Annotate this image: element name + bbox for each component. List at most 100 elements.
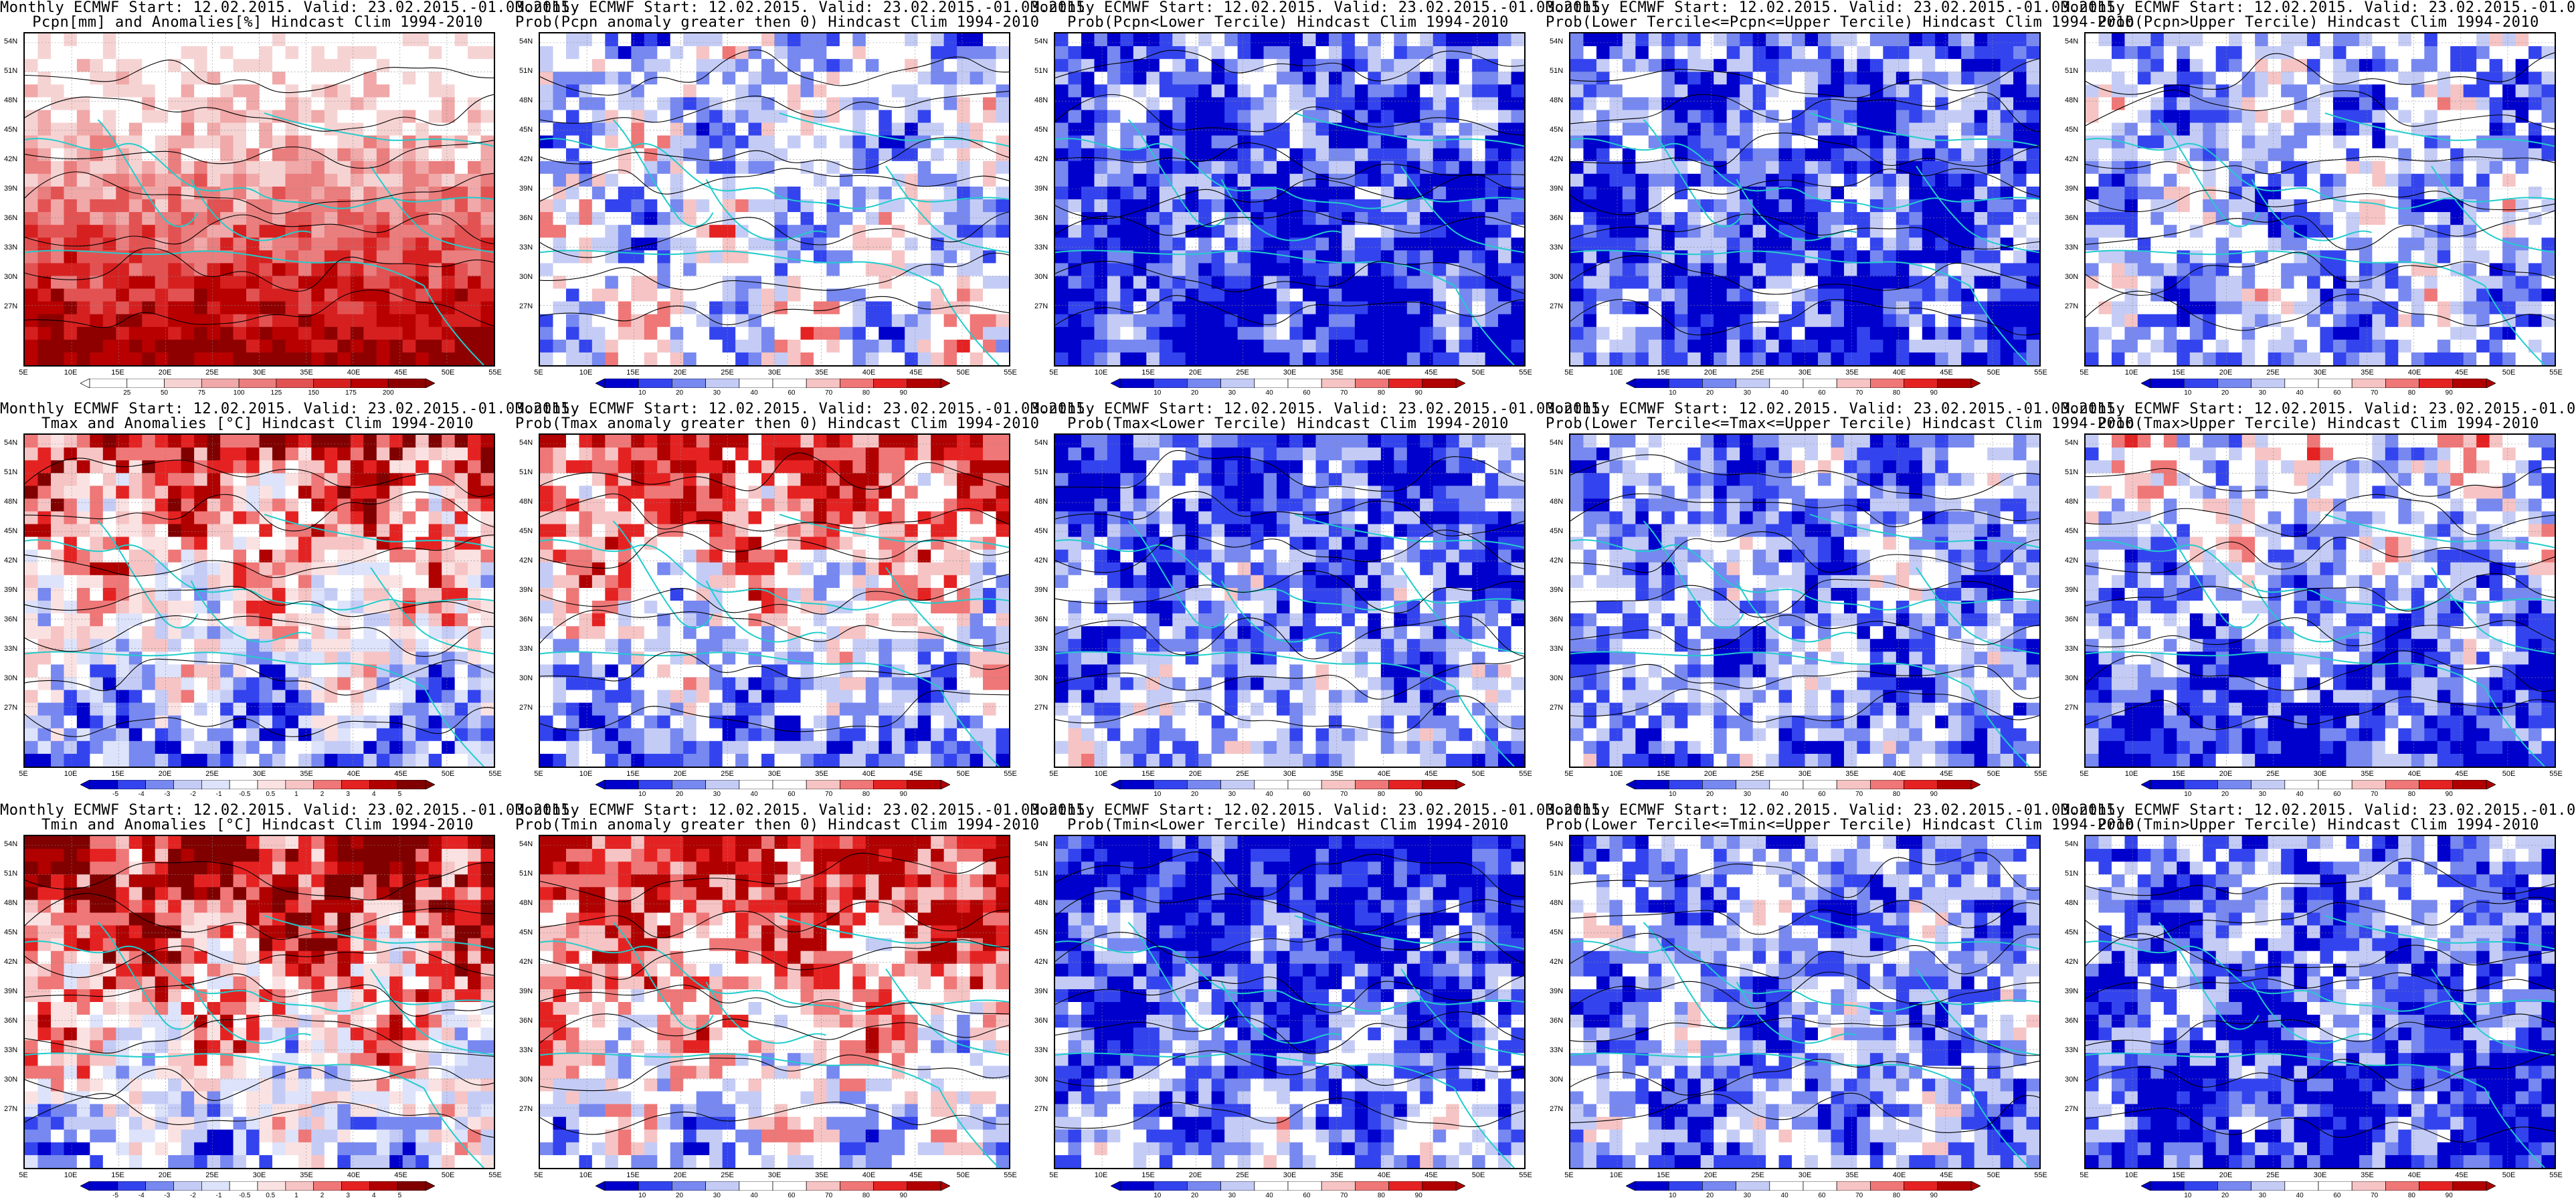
field-cell bbox=[2385, 173, 2399, 187]
field-cell bbox=[1251, 135, 1265, 149]
field-cell bbox=[2398, 314, 2412, 328]
field-cell bbox=[735, 199, 749, 213]
field-cell bbox=[1237, 59, 1251, 72]
field-cell bbox=[246, 288, 260, 302]
field-cell bbox=[1394, 46, 1408, 60]
field-cell bbox=[1120, 173, 1134, 187]
field-cell bbox=[454, 237, 468, 251]
field-cell bbox=[1302, 84, 1317, 98]
field-cell bbox=[1511, 122, 1524, 136]
field-cell bbox=[2177, 97, 2191, 111]
field-cell bbox=[428, 263, 442, 277]
field-cell bbox=[350, 97, 364, 111]
field-cell bbox=[1883, 288, 1897, 302]
field-cell bbox=[1211, 276, 1225, 290]
field-cell bbox=[1635, 173, 1649, 187]
field-cell bbox=[2137, 97, 2151, 111]
field-cell bbox=[1263, 237, 1277, 251]
field-cell bbox=[64, 237, 78, 251]
field-cell bbox=[1570, 250, 1584, 264]
field-cell bbox=[2385, 84, 2399, 98]
colorbar-swatch bbox=[806, 379, 840, 388]
field-cell bbox=[142, 199, 156, 213]
field-cell bbox=[1700, 288, 1714, 302]
field-cell bbox=[1817, 122, 1832, 136]
field-cell bbox=[1961, 148, 1975, 162]
field-cell bbox=[943, 212, 957, 225]
field-cell bbox=[2359, 161, 2373, 175]
field-cell bbox=[428, 212, 442, 225]
field-cell bbox=[1380, 225, 1394, 238]
field-cell bbox=[37, 237, 52, 251]
field-cell bbox=[1752, 186, 1766, 200]
field-cell bbox=[64, 314, 78, 328]
field-cell bbox=[2150, 212, 2165, 225]
field-cell bbox=[1380, 352, 1394, 365]
field-cell bbox=[957, 72, 971, 85]
field-cell bbox=[416, 352, 430, 365]
field-cell bbox=[1185, 314, 1199, 328]
field-cell bbox=[246, 110, 260, 124]
field-cell bbox=[116, 339, 130, 353]
field-cell bbox=[324, 314, 338, 328]
field-cell bbox=[1433, 72, 1447, 85]
field-cell bbox=[1843, 97, 1858, 111]
field-cell bbox=[644, 339, 658, 353]
field-cell bbox=[298, 199, 312, 213]
field-cell bbox=[37, 135, 52, 149]
field-cell bbox=[2489, 97, 2503, 111]
field-cell bbox=[591, 46, 606, 60]
field-cell bbox=[1987, 148, 2001, 162]
field-cell bbox=[2450, 263, 2464, 277]
field-cell bbox=[1570, 326, 1584, 340]
coastline bbox=[612, 119, 714, 227]
field-cell bbox=[879, 173, 893, 187]
field-cell bbox=[605, 72, 619, 85]
field-cell bbox=[25, 122, 39, 136]
field-cell bbox=[1133, 301, 1147, 315]
field-cell bbox=[1354, 72, 1368, 85]
field-cell bbox=[155, 84, 169, 98]
field-cell bbox=[553, 122, 567, 136]
field-cell bbox=[2203, 33, 2217, 47]
field-cell bbox=[2502, 46, 2516, 60]
field-cell bbox=[480, 352, 494, 365]
field-cell bbox=[1766, 339, 1780, 353]
field-cell bbox=[194, 84, 208, 98]
field-cell bbox=[2255, 288, 2269, 302]
field-cell bbox=[644, 301, 658, 315]
field-cell bbox=[631, 352, 645, 365]
field-cell bbox=[2137, 237, 2151, 251]
field-cell bbox=[2424, 173, 2438, 187]
field-cell bbox=[2281, 225, 2295, 238]
field-cell bbox=[696, 161, 710, 175]
field-cell bbox=[879, 59, 893, 72]
field-cell bbox=[468, 225, 482, 238]
field-cell bbox=[2528, 33, 2543, 47]
field-cell bbox=[1459, 135, 1473, 149]
field-cell bbox=[579, 148, 593, 162]
field-cell bbox=[931, 301, 945, 315]
field-cell bbox=[1752, 326, 1766, 340]
field-cell bbox=[50, 326, 65, 340]
field-cell bbox=[2013, 173, 2027, 187]
field-cell bbox=[1778, 59, 1792, 72]
field-cell bbox=[826, 263, 840, 277]
field-cell bbox=[298, 46, 312, 60]
field-cell bbox=[2255, 263, 2269, 277]
field-cell bbox=[337, 276, 351, 290]
field-cell bbox=[2255, 237, 2269, 251]
field-cell bbox=[1909, 84, 1923, 98]
field-cell bbox=[2463, 72, 2477, 85]
field-cell bbox=[1263, 326, 1277, 340]
field-cell bbox=[2437, 237, 2451, 251]
field-cell bbox=[631, 276, 645, 290]
field-cell bbox=[787, 352, 802, 365]
field-cell bbox=[376, 199, 390, 213]
field-cell bbox=[246, 301, 260, 315]
field-cell bbox=[709, 148, 723, 162]
field-cell bbox=[1635, 352, 1649, 365]
field-cell bbox=[865, 225, 879, 238]
field-cell bbox=[813, 263, 828, 277]
lon-tick-label: 45E bbox=[1940, 369, 1953, 377]
